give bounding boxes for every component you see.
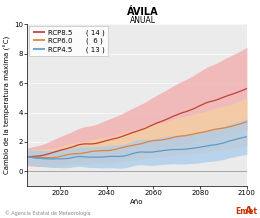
Text: © Agencia Estatal de Meteorología: © Agencia Estatal de Meteorología [5,210,91,216]
X-axis label: Año: Año [130,199,144,205]
Text: ÁVILA: ÁVILA [127,7,159,17]
Y-axis label: Cambio de la temperatura máxima (°C): Cambio de la temperatura máxima (°C) [4,36,11,174]
Text: ANUAL: ANUAL [130,16,156,25]
Text: A: A [245,206,252,216]
Text: Emet: Emet [235,207,257,216]
Legend: RCP8.5      ( 14 ), RCP6.0      (  6 ), RCP4.5      ( 13 ): RCP8.5 ( 14 ), RCP6.0 ( 6 ), RCP4.5 ( 13… [29,26,108,56]
